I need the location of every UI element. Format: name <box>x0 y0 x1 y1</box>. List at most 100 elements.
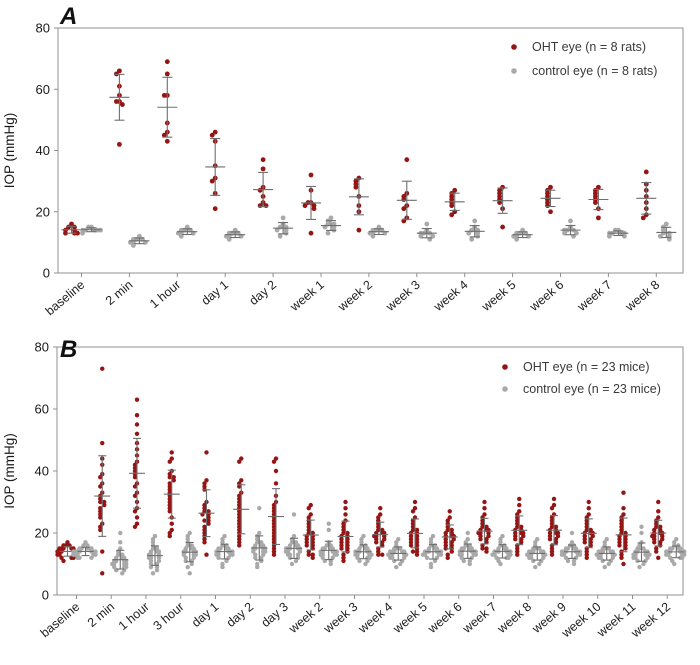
data-point <box>449 540 454 545</box>
data-point <box>75 230 80 236</box>
x-tick-label: week 8 <box>622 278 662 315</box>
data-point <box>263 203 269 209</box>
data-point <box>164 71 170 77</box>
data-point <box>167 475 172 480</box>
error-bar <box>81 227 102 233</box>
data-point <box>619 521 624 526</box>
data-point <box>660 533 665 539</box>
data-point <box>216 555 221 560</box>
x-tick-label: day 2 <box>247 278 279 308</box>
data-point <box>484 537 489 542</box>
data-point <box>513 533 518 539</box>
data-point <box>167 530 172 536</box>
data-point <box>596 215 601 221</box>
data-point <box>582 533 587 539</box>
data-point <box>370 233 376 239</box>
data-point <box>584 518 589 523</box>
error-bar <box>348 178 369 216</box>
data-point <box>271 537 277 542</box>
data-point <box>664 552 669 557</box>
data-point <box>306 521 311 526</box>
error-bar <box>216 543 233 560</box>
data-point <box>114 99 119 104</box>
error-bar <box>441 524 458 550</box>
error-bar <box>163 469 180 519</box>
error-bar <box>598 546 615 561</box>
error-bar <box>407 518 423 549</box>
data-point <box>295 552 301 557</box>
data-point <box>621 506 626 511</box>
data-point <box>202 506 207 511</box>
data-point <box>656 509 661 514</box>
error-bar <box>112 549 129 570</box>
data-point <box>478 537 483 542</box>
data-point <box>134 413 140 418</box>
data-point <box>341 521 346 526</box>
data-point <box>220 561 225 567</box>
error-bar <box>273 222 294 235</box>
data-point <box>410 524 416 529</box>
data-point <box>621 490 626 495</box>
data-point <box>408 537 414 542</box>
data-point <box>410 521 416 526</box>
data-point <box>183 555 188 560</box>
x-tick-label: 2 min <box>103 278 135 308</box>
data-point <box>253 555 258 560</box>
data-point <box>376 515 381 520</box>
data-point <box>167 509 172 514</box>
data-point <box>118 530 123 536</box>
data-point <box>515 549 520 554</box>
data-point <box>164 138 170 144</box>
data-point <box>478 533 483 539</box>
error-bar <box>321 220 341 231</box>
data-point <box>588 543 593 548</box>
error-bar <box>225 231 246 239</box>
data-point <box>513 530 518 536</box>
data-point <box>345 543 350 548</box>
data-point <box>466 230 472 236</box>
data-point <box>167 533 172 539</box>
data-point <box>150 537 156 542</box>
data-point <box>643 169 649 175</box>
data-point <box>619 524 624 529</box>
data-point <box>376 224 382 230</box>
data-point <box>169 521 174 526</box>
data-point <box>341 527 346 533</box>
data-point <box>255 537 260 542</box>
data-point <box>237 502 242 508</box>
error-bar <box>444 192 465 211</box>
data-point <box>414 527 420 533</box>
data-point <box>420 552 426 557</box>
data-point <box>555 530 561 536</box>
data-point <box>672 540 677 545</box>
data-point <box>602 564 607 570</box>
data-point <box>345 546 350 551</box>
error-bar <box>129 437 145 509</box>
data-point <box>98 506 103 511</box>
data-point <box>132 475 138 480</box>
data-point <box>588 540 593 545</box>
data-point <box>237 518 242 523</box>
data-point <box>202 540 207 545</box>
data-point <box>545 203 550 209</box>
y-tick-label: 20 <box>35 526 49 541</box>
data-point <box>148 564 154 570</box>
data-point <box>343 512 348 517</box>
error-bar <box>390 546 407 561</box>
error-bar <box>580 518 597 549</box>
data-point <box>559 552 565 557</box>
error-bar <box>205 138 226 196</box>
data-point <box>132 524 138 529</box>
data-point <box>237 512 242 517</box>
data-point <box>117 68 122 74</box>
data-point <box>506 555 511 560</box>
data-point <box>100 366 105 371</box>
data-point <box>414 540 420 545</box>
data-point <box>98 515 103 520</box>
data-point <box>185 533 190 539</box>
data-point <box>623 546 628 551</box>
x-tick-label: week 6 <box>425 600 465 637</box>
data-point <box>209 132 215 138</box>
data-point <box>480 546 485 551</box>
data-point <box>586 499 591 505</box>
